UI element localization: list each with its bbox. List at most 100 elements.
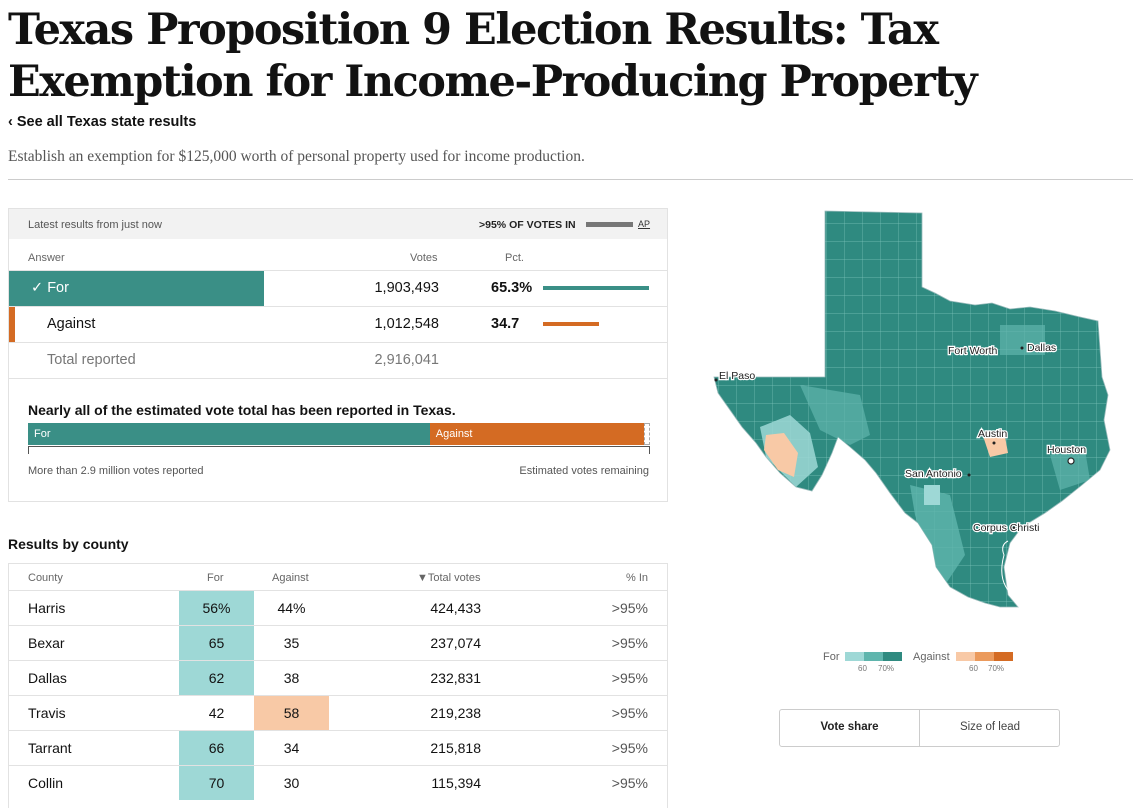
answer-for-label: For	[47, 280, 69, 296]
county-against-pct: 30	[283, 775, 300, 791]
result-row-total: Total reported 2,916,041	[9, 342, 667, 378]
estimate-bracket	[28, 446, 650, 454]
legend-against-swatch	[994, 652, 1013, 661]
legend-tick: 60	[969, 664, 978, 673]
estimate-stacked-bar: For Against	[28, 423, 650, 445]
county-name: Dallas	[28, 670, 67, 686]
legend-tick: 70%	[988, 664, 1005, 673]
city-label-fort-worth: Fort Worth	[948, 345, 998, 357]
county-column-header[interactable]: County	[28, 572, 63, 584]
page-title: Texas Proposition 9 Election Results: Ta…	[8, 5, 978, 107]
estimate-bar-against: Against	[429, 423, 644, 445]
city-label-houston: Houston	[1047, 444, 1086, 456]
estimate-heading: Nearly all of the estimated vote total h…	[28, 402, 456, 418]
estimate-bar-for: For	[28, 423, 430, 445]
pct-in-column-header[interactable]: % In	[625, 572, 648, 584]
against-color-marker	[9, 307, 15, 342]
pct-for: 65.3%	[491, 280, 533, 296]
remaining-note: Estimated votes remaining	[519, 465, 649, 477]
county-results-table: County For Against ▼Total votes % In Har…	[8, 563, 668, 808]
pct-bar-for	[543, 286, 649, 290]
county-total-votes: 215,818	[430, 740, 481, 756]
county-against-pct: 58	[254, 696, 329, 730]
state-shape	[713, 210, 1111, 608]
county-against-pct: 44%	[277, 600, 306, 616]
see-all-results-link[interactable]: ‹ See all Texas state results	[8, 114, 197, 130]
county-against-pct: 38	[283, 670, 300, 686]
votes-for: 1,903,493	[374, 280, 439, 296]
county-name: Harris	[28, 600, 66, 616]
map-mode-toggle: Vote share Size of lead	[779, 709, 1060, 747]
winner-highlight	[9, 271, 264, 306]
city-label-corpus-christi: Corpus Christi	[973, 522, 1040, 534]
reported-note: More than 2.9 million votes reported	[28, 465, 204, 477]
county-total-votes: 219,238	[430, 705, 481, 721]
legend-against-swatch	[975, 652, 994, 661]
answer-against: Against	[47, 316, 96, 332]
row-divider	[9, 378, 667, 379]
legend-for-swatch	[845, 652, 864, 661]
legend-against-swatch	[956, 652, 975, 661]
county-for-pct: 62	[179, 661, 254, 695]
city-label-san-antonio: San Antonio	[905, 468, 962, 480]
latest-results-text: Latest results from just now	[28, 219, 162, 231]
county-results-heading: Results by county	[8, 536, 129, 552]
results-summary: Latest results from just now >95% OF VOT…	[8, 208, 668, 502]
texas-county-map[interactable]: El Paso Fort Worth Dallas Austin Houston…	[700, 205, 1140, 615]
table-row: Collin 70 30 115,394 >95%	[9, 765, 667, 800]
header-divider	[8, 179, 1133, 180]
proposition-description: Establish an exemption for $125,000 wort…	[8, 148, 585, 165]
county-for-pct: 66	[179, 731, 254, 765]
city-label-dallas: Dallas	[1027, 342, 1056, 354]
county-pct-in: >95%	[611, 775, 648, 791]
legend-for-label: For	[823, 651, 840, 663]
votes-in-bar	[586, 222, 633, 227]
total-reported-votes: 2,916,041	[374, 352, 439, 368]
table-row: Travis 42 58 219,238 >95%	[9, 695, 667, 730]
votes-column-header: Votes	[410, 252, 438, 264]
results-header: Latest results from just now >95% OF VOT…	[9, 209, 667, 239]
county-against-pct: 34	[283, 740, 300, 756]
total-reported-label: Total reported	[47, 352, 136, 368]
source-link[interactable]: AP	[638, 219, 651, 229]
vote-share-toggle[interactable]: Vote share	[780, 710, 920, 746]
county-pct-in: >95%	[611, 635, 648, 651]
legend-tick: 60	[858, 664, 867, 673]
county-for-pct: 70	[179, 766, 254, 800]
county-pct-in: >95%	[611, 670, 648, 686]
city-markers	[714, 346, 1075, 530]
results-column-headers: Answer Votes Pct.	[9, 249, 667, 269]
county-name: Collin	[28, 775, 64, 791]
votes-in-label: >95% OF VOTES IN	[479, 219, 576, 231]
total-votes-column-header[interactable]: ▼Total votes	[417, 572, 481, 584]
legend-for-swatch	[864, 652, 883, 661]
county-name: Bexar	[28, 635, 65, 651]
for-column-header[interactable]: For	[207, 572, 224, 584]
legend-for-swatch	[883, 652, 902, 661]
result-row-against: Against 1,012,548 34.7	[9, 306, 667, 342]
estimate-bar-remaining	[643, 423, 650, 445]
county-total-votes: 424,433	[430, 600, 481, 616]
city-label-austin: Austin	[978, 428, 1007, 440]
votes-against: 1,012,548	[374, 316, 439, 332]
pct-against: 34.7	[491, 316, 520, 332]
county-pct-in: >95%	[611, 600, 648, 616]
pct-bar-against	[543, 322, 600, 326]
county-total-votes: 115,394	[431, 775, 481, 791]
county-pct-in: >95%	[611, 740, 648, 756]
county-table-header: County For Against ▼Total votes % In	[9, 564, 667, 590]
check-icon: ✓	[31, 280, 44, 296]
city-label-el-paso: El Paso	[719, 370, 755, 382]
legend-against-label: Against	[913, 651, 950, 663]
result-row-for: ✓ For 1,903,493 65.3%	[9, 270, 667, 306]
county-total-votes: 232,831	[430, 670, 481, 686]
table-row: Tarrant 66 34 215,818 >95%	[9, 730, 667, 765]
against-column-header[interactable]: Against	[272, 572, 309, 584]
county-total-votes: 237,074	[430, 635, 481, 651]
answer-for: ✓ For	[31, 280, 69, 296]
county-against-pct: 35	[283, 635, 300, 651]
size-of-lead-toggle[interactable]: Size of lead	[959, 721, 1021, 733]
county-for-pct: 56%	[179, 591, 254, 625]
county-name: Travis	[28, 705, 66, 721]
county-for-pct: 65	[179, 626, 254, 660]
